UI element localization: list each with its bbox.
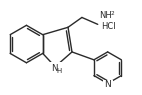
Text: HCl: HCl — [101, 22, 115, 31]
Bar — [103, 80, 113, 87]
Bar — [49, 62, 65, 73]
Text: N: N — [104, 80, 111, 89]
Text: H: H — [57, 68, 62, 74]
Text: N: N — [51, 64, 58, 73]
Text: 2: 2 — [110, 11, 114, 15]
Text: NH: NH — [99, 11, 111, 20]
